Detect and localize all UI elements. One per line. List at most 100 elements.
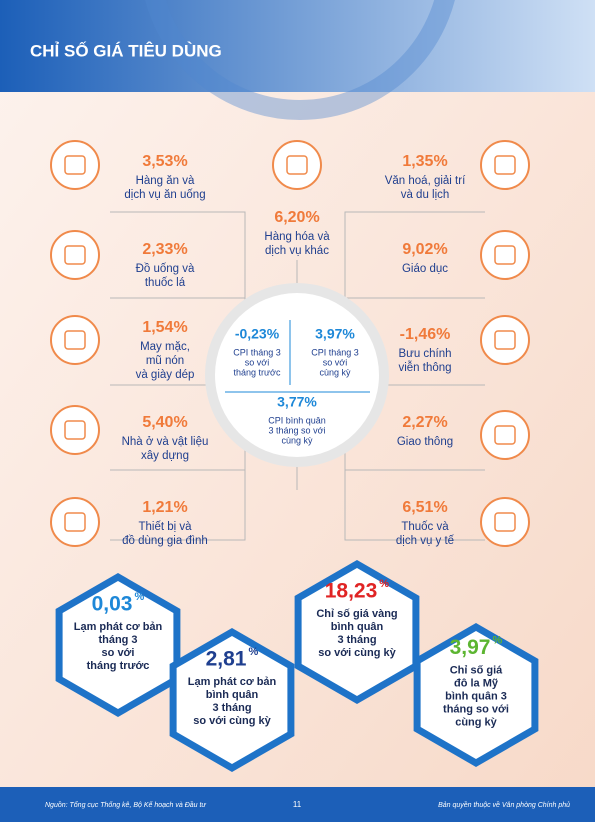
highlight-label: Lạm phát cơ bản — [74, 621, 163, 633]
item-label: xây dựng — [141, 450, 189, 462]
item-label: Văn hoá, giải trí — [385, 175, 466, 187]
item-label: Thuốc và — [401, 521, 449, 533]
page-number: 11 — [293, 800, 302, 809]
highlight-label: tháng trước — [87, 660, 150, 672]
item-value: 1,35% — [402, 153, 447, 170]
cpi-value: -0,23% — [235, 326, 280, 342]
icon — [64, 155, 86, 175]
highlight-unit: % — [379, 578, 389, 590]
icon — [286, 155, 308, 175]
highlight-label: Chỉ số giá — [450, 664, 503, 676]
icon-circle — [50, 497, 100, 547]
highlight-label: bình quân 3 — [445, 690, 507, 702]
cpi-value: 3,77% — [277, 394, 317, 410]
item-value: 9,02% — [402, 241, 447, 258]
highlight-value: 2,81 — [206, 648, 247, 671]
item-label: Hàng ăn và — [136, 175, 195, 187]
highlight-value: 0,03 — [92, 593, 133, 616]
cpi-label: tháng trước — [234, 367, 281, 377]
footer-source: Nguồn: Tổng cục Thống kê, Bộ Kế hoạch và… — [45, 800, 206, 809]
highlight-label: đô la Mỹ — [454, 677, 499, 689]
item-label: May mặc, — [140, 341, 190, 353]
item-value: -1,46% — [400, 326, 451, 343]
item-value: 2,33% — [142, 241, 187, 258]
hex-inner — [301, 568, 413, 696]
highlight-label: so với cùng kỳ — [193, 715, 271, 727]
icon-circle — [480, 410, 530, 460]
footer-band — [0, 787, 595, 822]
icon — [494, 330, 516, 350]
icon — [494, 425, 516, 445]
highlight-unit: % — [492, 634, 502, 646]
footer-rights: Bản quyền thuộc về Văn phòng Chính phủ — [438, 800, 570, 809]
icon — [494, 512, 516, 532]
header-band — [0, 0, 595, 92]
item-label: Bưu chính — [398, 348, 451, 360]
highlight-label: so với — [102, 647, 135, 659]
item-label: Đồ uống và — [136, 263, 195, 275]
cpi-label: cùng kỳ — [281, 435, 313, 445]
item-value: 5,40% — [142, 414, 187, 431]
highlight-label: bình quân — [331, 621, 384, 633]
item-label: và giày dép — [136, 369, 195, 381]
icon-circle — [50, 315, 100, 365]
page-title: CHỈ SỐ GIÁ TIÊU DÙNG — [30, 40, 222, 60]
highlight-label: tháng so với — [443, 703, 509, 715]
item-value: 2,27% — [402, 414, 447, 431]
item-label: dịch vụ khác — [265, 245, 329, 257]
highlight-label: 3 tháng — [212, 702, 251, 714]
icon — [64, 245, 86, 265]
item-label: đồ dùng gia đình — [122, 535, 208, 547]
highlight-value: 3,97 — [450, 636, 491, 659]
icon-circle — [50, 140, 100, 190]
item-value: 6,20% — [274, 209, 319, 226]
item-label: Nhà ở và vật liệu — [122, 436, 209, 448]
cpi-label: cùng kỳ — [319, 367, 351, 377]
item-label: Giao thông — [397, 436, 453, 448]
item-label: dịch vụ y tế — [396, 535, 455, 547]
cpi-label: CPI tháng 3 — [311, 347, 359, 357]
icon-circle — [272, 140, 322, 190]
icon-circle — [50, 230, 100, 280]
header-decor — [145, 0, 455, 120]
cpi-value: 3,97% — [315, 326, 355, 342]
cpi-label: so với — [323, 357, 347, 367]
item-value: 1,54% — [142, 319, 187, 336]
item-label: và du lịch — [401, 189, 450, 201]
icon-circle — [50, 405, 100, 455]
item-value: 3,53% — [142, 153, 187, 170]
icon-circle — [480, 140, 530, 190]
highlight-label: 3 tháng — [337, 634, 376, 646]
item-label: thuốc lá — [145, 277, 186, 289]
highlight-unit: % — [134, 591, 144, 603]
highlight-label: Chỉ số giá vàng — [316, 608, 397, 620]
highlight-label: Lạm phát cơ bản — [188, 676, 277, 688]
highlight-label: bình quân — [206, 689, 259, 701]
cpi-label: CPI bình quân — [268, 415, 326, 425]
icon — [494, 155, 516, 175]
highlight-label: tháng 3 — [98, 634, 137, 646]
item-label: Giáo dục — [402, 263, 448, 275]
cpi-label: CPI tháng 3 — [233, 347, 281, 357]
icon-circle — [480, 230, 530, 280]
highlight-value: 18,23 — [325, 580, 378, 603]
item-value: 6,51% — [402, 499, 447, 516]
icon — [64, 512, 86, 532]
hex-inner — [176, 636, 288, 764]
highlight-label: cùng kỳ — [455, 716, 497, 728]
icon-circle — [480, 315, 530, 365]
icon-circle — [480, 497, 530, 547]
highlight-unit: % — [248, 646, 258, 658]
item-label: viễn thông — [398, 361, 451, 374]
icon — [64, 330, 86, 350]
highlight-label: so với cùng kỳ — [318, 647, 396, 659]
icon — [494, 245, 516, 265]
icon — [64, 420, 86, 440]
item-label: Hàng hóa và — [264, 231, 330, 243]
cpi-label: 3 tháng so với — [269, 425, 326, 435]
item-value: 1,21% — [142, 499, 187, 516]
cpi-label: so với — [245, 357, 269, 367]
item-label: mũ nón — [146, 355, 184, 367]
hex-inner — [62, 581, 174, 709]
